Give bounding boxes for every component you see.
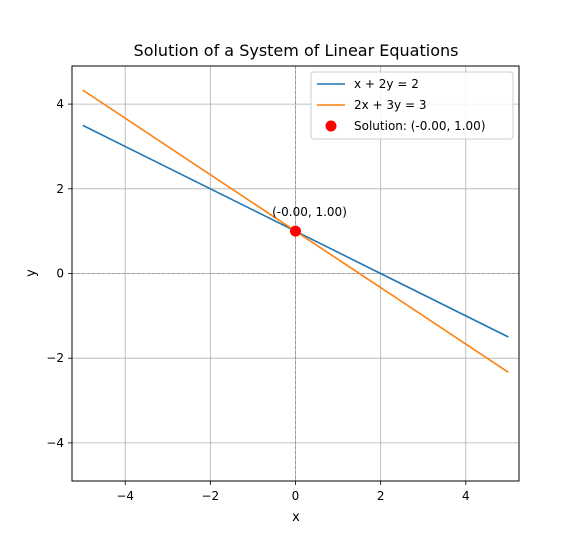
y-axis-label: y — [24, 269, 39, 277]
legend-label-solution: Solution: (-0.00, 1.00) — [354, 119, 486, 133]
x-tick-label: 4 — [462, 489, 470, 503]
reference-lines — [72, 66, 519, 481]
legend: x + 2y = 2 2x + 3y = 3 Solution: (-0.00, 1… — [310, 71, 514, 140]
y-tick-label: 0 — [56, 267, 64, 281]
solution-annotation: (-0.00, 1.00) — [272, 205, 347, 219]
x-tick-label: 2 — [377, 489, 385, 503]
x-tick-label: −2 — [202, 489, 220, 503]
y-tick-label: −4 — [46, 436, 64, 450]
chart-title: Solution of a System of Linear Equations — [134, 41, 459, 60]
x-tick-label: 0 — [292, 489, 300, 503]
legend-label-2: 2x + 3y = 3 — [354, 98, 426, 112]
legend-label-1: x + 2y = 2 — [354, 77, 419, 91]
axis-ticks: −4 −2 0 2 4 −4 −2 0 2 4 — [46, 97, 469, 503]
y-tick-label: 4 — [56, 97, 64, 111]
solution-points: (-0.00, 1.00) — [272, 205, 347, 237]
legend-marker-solution — [325, 120, 337, 132]
solution-point — [290, 225, 301, 237]
y-tick-label: 2 — [56, 182, 64, 196]
x-axis-label: x — [292, 510, 300, 525]
legend-box — [310, 71, 514, 140]
y-tick-label: −2 — [46, 351, 64, 365]
x-tick-label: −4 — [116, 489, 134, 503]
